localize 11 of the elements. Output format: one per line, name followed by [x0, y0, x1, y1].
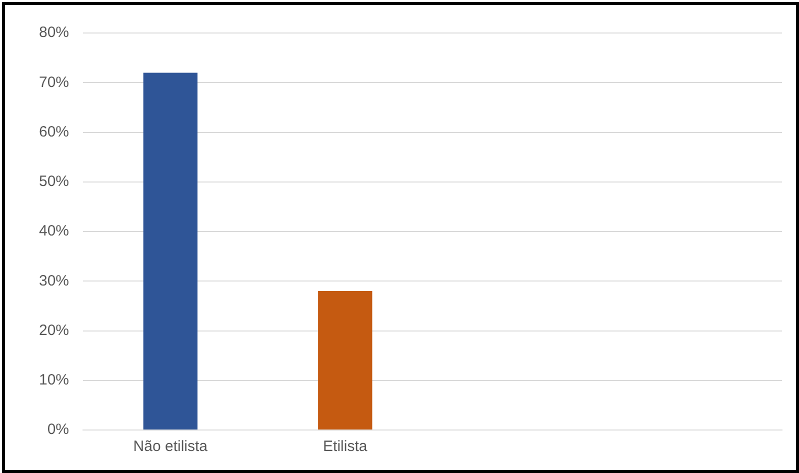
- x-tick-label: Não etilista: [133, 438, 208, 456]
- y-tick-label: 0%: [47, 421, 70, 438]
- y-tick-label: 10%: [38, 372, 70, 389]
- y-tick-label: 50%: [38, 173, 70, 190]
- y-tick-label: 70%: [38, 74, 70, 91]
- y-tick-label: 30%: [38, 272, 70, 290]
- y-tick-label: 80%: [38, 24, 70, 42]
- y-tick-label: 40%: [38, 222, 70, 240]
- y-tick-label: 60%: [38, 123, 70, 140]
- x-tick-label: Etilista: [323, 438, 368, 456]
- y-tick-label: 20%: [38, 322, 70, 339]
